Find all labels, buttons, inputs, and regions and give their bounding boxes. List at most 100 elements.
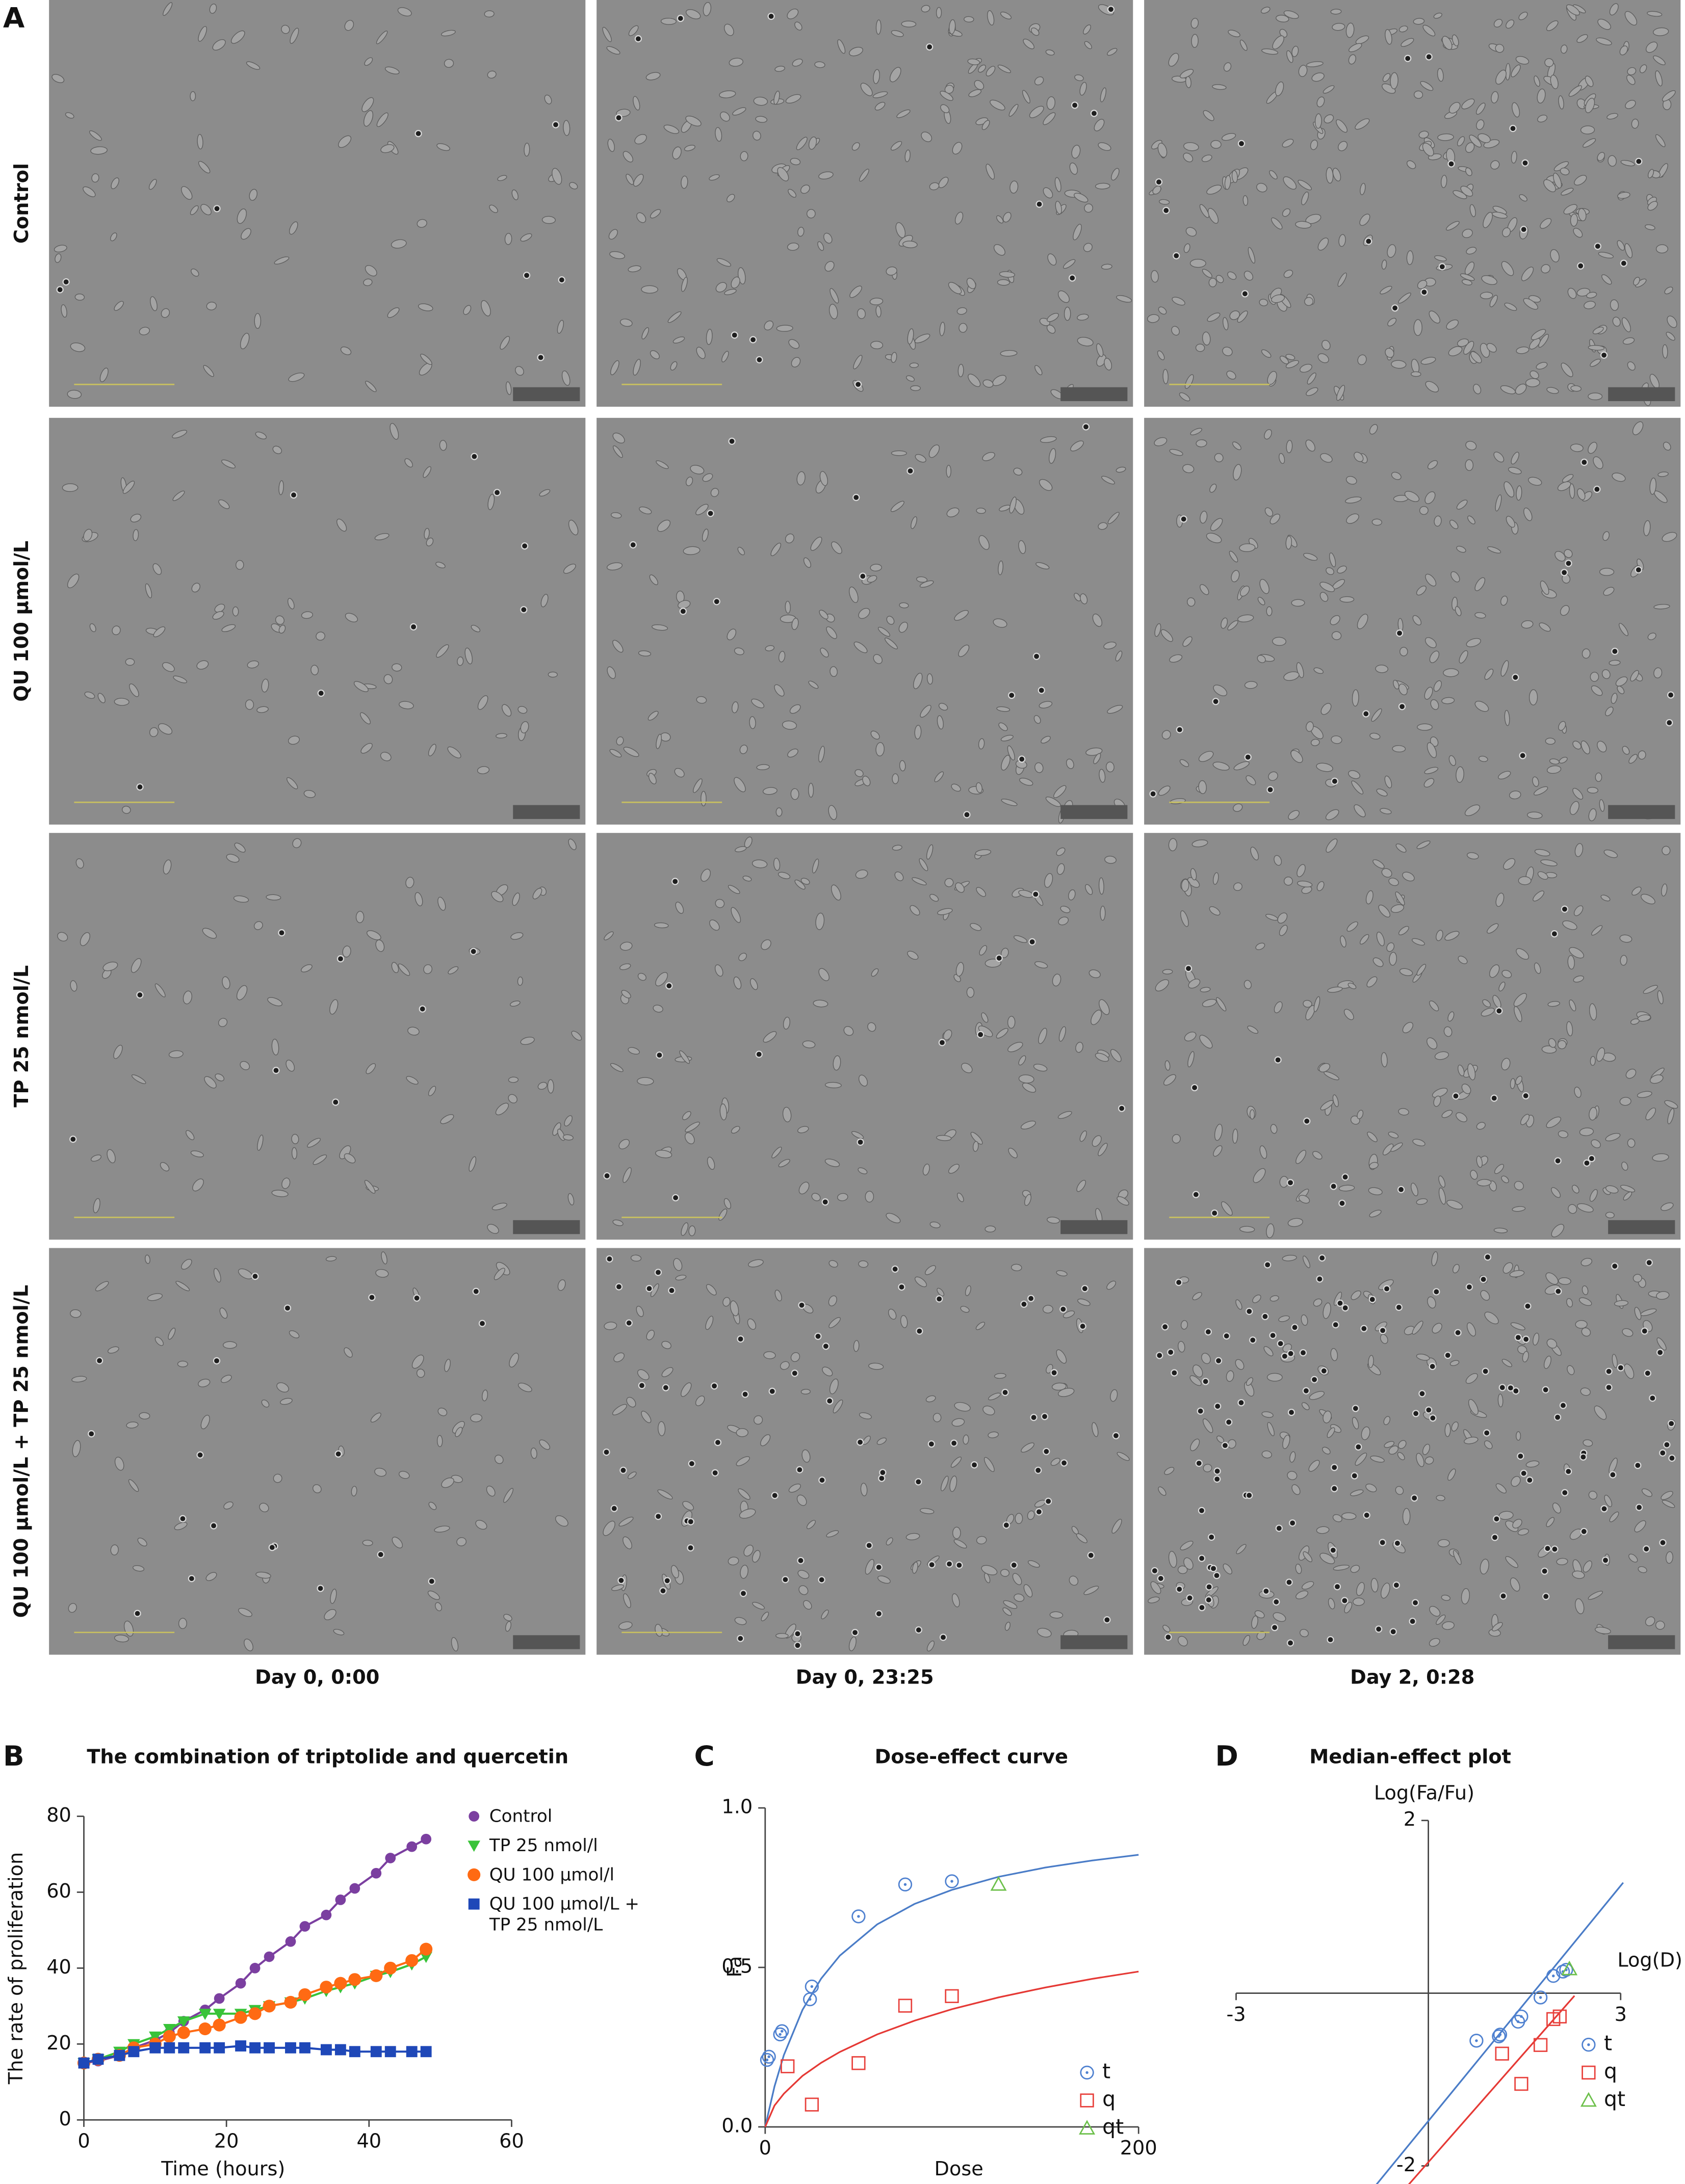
x-axis-label: Log(D) [1617,1949,1682,1971]
cell [1413,18,1425,25]
cell [374,533,390,541]
micrograph-bg [1144,1248,1681,1655]
cell [266,894,281,901]
cell [920,704,931,718]
round-cell [1433,1288,1440,1296]
round-cell [798,1301,806,1309]
cell [1259,578,1269,594]
cell [797,227,805,237]
cell [286,777,298,790]
marker [249,1963,261,1974]
cell [938,176,949,189]
cell [1045,49,1055,56]
cell [956,307,967,315]
cell [1505,1556,1518,1568]
round-cell [945,1560,953,1568]
cell [163,2,173,16]
marker-ring [773,2027,787,2042]
marker [214,2042,225,2054]
cell [278,624,286,634]
cell [763,1031,777,1043]
round-cell [136,991,144,999]
round-cell [1246,1307,1253,1315]
cell [628,265,641,273]
cell [1385,348,1394,358]
round-cell [1667,691,1675,699]
cell [344,1347,353,1358]
marker [405,1954,419,1967]
cell [1461,1084,1471,1094]
cell [996,215,1004,224]
round-cell [879,1468,887,1477]
marker [945,1989,959,2004]
column-label: Day 0, 23:25 [796,1666,934,1689]
cell [791,357,801,367]
fit-curve [1376,1882,1624,2184]
micrograph [49,833,586,1240]
cell [780,1361,790,1370]
cell [471,625,481,633]
cell [280,1398,293,1405]
cell [345,613,358,622]
round-cell [711,1469,719,1477]
cell [788,189,797,198]
cell [1626,74,1636,85]
cell [802,1040,816,1048]
cell [1464,1436,1479,1444]
cell [1557,1040,1567,1049]
legend-entry: t [1604,2034,1612,2054]
cell [1251,1615,1258,1629]
round-cell [1577,262,1585,270]
cell [1402,872,1415,882]
marker [214,1993,225,2004]
cell [1343,1009,1354,1020]
cell [1371,518,1382,526]
cell [376,112,388,127]
round-cell [1580,1528,1588,1535]
cell [899,602,909,609]
round-cell [1498,1384,1506,1391]
cell [1313,1298,1323,1307]
cell [1380,285,1392,295]
x-tick-label: 60 [499,2130,524,2153]
cell [487,494,495,510]
cell [1401,38,1414,47]
cell [681,277,688,292]
cell [1116,466,1126,473]
timestamp-box [1060,1635,1128,1649]
cell [1154,437,1168,446]
round-cell [1429,1414,1437,1422]
cell [785,94,801,104]
cell [702,473,713,482]
cell [655,972,668,987]
timestamp-box [513,1635,580,1649]
cell [1223,62,1232,72]
cell [1274,1001,1283,1013]
cell [1380,1334,1388,1344]
cell [808,136,817,150]
round-cell [1225,1418,1233,1426]
round-cell [1583,1159,1591,1167]
cell [1376,931,1385,946]
round-cell [878,1475,886,1482]
cell [1492,212,1508,219]
cell [761,939,771,950]
round-cell [771,1491,779,1499]
cell [1098,522,1108,530]
round-cell [634,35,642,43]
cell [1226,371,1236,380]
round-cell [1331,1485,1338,1492]
cell [870,564,882,572]
round-cell [926,43,934,51]
cell [222,976,230,989]
cell [70,980,77,992]
cell [1445,221,1460,231]
cell [1158,785,1171,796]
cell [1465,167,1472,176]
cell [510,932,524,940]
cell [1647,169,1654,178]
cell [1233,882,1242,891]
cell [996,706,1010,712]
cell [99,367,109,382]
